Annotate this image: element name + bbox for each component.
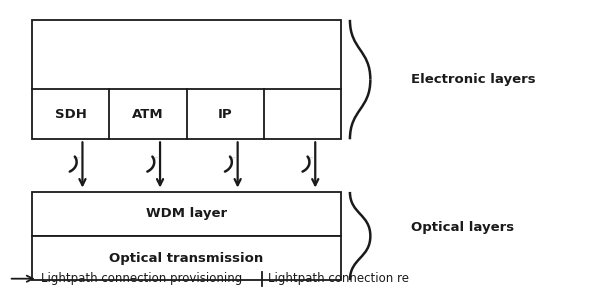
Text: SDH: SDH <box>55 108 87 121</box>
Bar <box>32 192 341 236</box>
Text: Optical layers: Optical layers <box>411 221 514 234</box>
Bar <box>32 236 341 280</box>
Text: WDM layer: WDM layer <box>146 207 227 220</box>
Text: Electronic layers: Electronic layers <box>411 73 536 86</box>
Bar <box>32 20 341 139</box>
Text: Optical transmission: Optical transmission <box>110 251 264 264</box>
Text: IP: IP <box>218 108 233 121</box>
Text: Lightpath connection provisioning: Lightpath connection provisioning <box>41 272 242 285</box>
Text: Lightpath connection re: Lightpath connection re <box>268 272 409 285</box>
Text: ATM: ATM <box>132 108 164 121</box>
